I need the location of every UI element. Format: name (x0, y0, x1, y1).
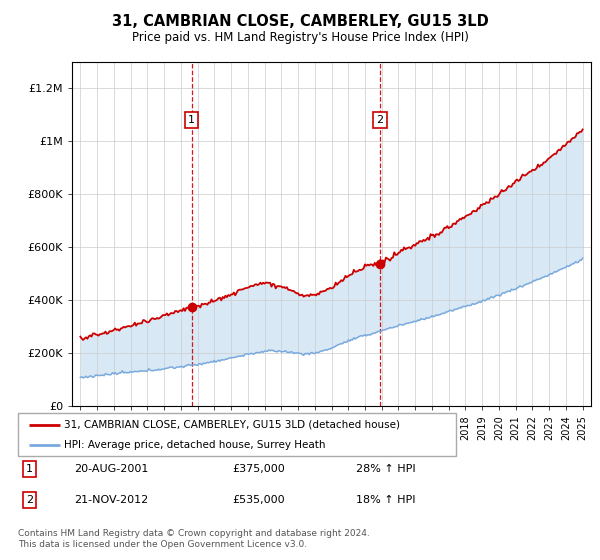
FancyBboxPatch shape (18, 413, 456, 456)
Text: Contains HM Land Registry data © Crown copyright and database right 2024.
This d: Contains HM Land Registry data © Crown c… (18, 529, 370, 549)
Text: 1: 1 (188, 115, 195, 125)
Text: 1: 1 (26, 464, 33, 474)
Text: Price paid vs. HM Land Registry's House Price Index (HPI): Price paid vs. HM Land Registry's House … (131, 31, 469, 44)
Text: £375,000: £375,000 (232, 464, 285, 474)
Text: 2: 2 (376, 115, 383, 125)
Text: 20-AUG-2001: 20-AUG-2001 (74, 464, 149, 474)
Text: 18% ↑ HPI: 18% ↑ HPI (356, 495, 416, 505)
Text: HPI: Average price, detached house, Surrey Heath: HPI: Average price, detached house, Surr… (64, 440, 325, 450)
Text: 31, CAMBRIAN CLOSE, CAMBERLEY, GU15 3LD (detached house): 31, CAMBRIAN CLOSE, CAMBERLEY, GU15 3LD … (64, 419, 400, 430)
Text: 2: 2 (26, 495, 33, 505)
Text: 28% ↑ HPI: 28% ↑ HPI (356, 464, 416, 474)
Text: £535,000: £535,000 (232, 495, 285, 505)
Text: 31, CAMBRIAN CLOSE, CAMBERLEY, GU15 3LD: 31, CAMBRIAN CLOSE, CAMBERLEY, GU15 3LD (112, 14, 488, 29)
Text: 21-NOV-2012: 21-NOV-2012 (74, 495, 149, 505)
